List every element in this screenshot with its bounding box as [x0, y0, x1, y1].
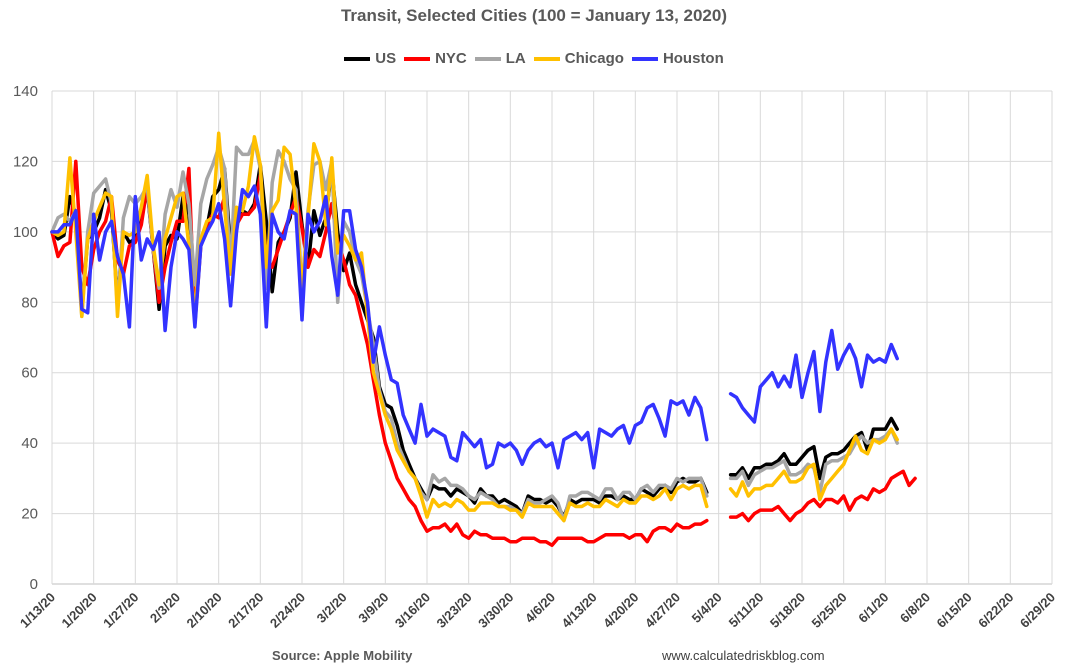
legend-label: NYC [435, 50, 467, 67]
series-line-houston [728, 328, 899, 424]
legend-label: Chicago [564, 50, 624, 67]
legend-item-chicago: Chicago [533, 50, 624, 67]
legend-item-houston: Houston [631, 50, 724, 67]
series-line-chicago [728, 427, 899, 502]
x-tick-label: 6/22/20 [975, 590, 1016, 631]
series-line-houston [50, 184, 709, 470]
x-tick-label: 5/4/20 [689, 590, 725, 626]
x-tick-label: 5/18/20 [767, 590, 808, 631]
x-tick-label: 2/3/20 [147, 590, 183, 626]
legend-label: LA [505, 50, 526, 67]
x-tick-label: 6/15/20 [934, 590, 975, 631]
chart-title: Transit, Selected Cities (100 = January … [340, 6, 727, 25]
x-tick-label: 4/13/20 [559, 590, 600, 631]
y-tick-label: 120 [13, 153, 38, 170]
y-tick-label: 80 [21, 294, 38, 311]
legend-label: US [375, 50, 397, 67]
x-tick-label: 1/27/20 [100, 590, 141, 631]
x-tick-label: 3/16/20 [392, 590, 433, 631]
legend-swatch [474, 56, 501, 61]
y-tick-label: 0 [30, 576, 38, 593]
source-note: Source: Apple Mobility [272, 648, 413, 663]
y-tick-label: 60 [21, 365, 38, 382]
y-tick-label: 20 [21, 506, 38, 523]
x-tick-label: 3/30/20 [475, 590, 516, 631]
legend-label: Houston [662, 50, 724, 67]
x-tick-label: 1/20/20 [59, 590, 100, 631]
legend-item-nyc: NYC [404, 50, 467, 67]
x-tick-label: 4/20/20 [600, 590, 641, 631]
x-tick-label: 5/25/20 [809, 590, 850, 631]
legend-item-us: US [344, 50, 396, 67]
x-tick-label: 2/17/20 [225, 590, 266, 631]
legend: US NYC LA Chicago Houston [0, 50, 1068, 67]
y-tick-label: 100 [13, 224, 38, 241]
legend-swatch [631, 56, 658, 61]
x-tick-label: 5/11/20 [726, 590, 767, 631]
legend-swatch [344, 56, 371, 61]
legend-swatch [404, 56, 431, 61]
x-tick-label: 4/6/20 [522, 590, 558, 626]
x-tick-label: 4/27/20 [642, 590, 683, 631]
x-tick-label: 3/23/20 [434, 590, 475, 631]
y-tick-label: 140 [13, 83, 38, 100]
series-line-nyc [728, 469, 917, 523]
x-tick-label: 6/29/20 [1017, 590, 1058, 631]
source-url: www.calculatedriskblog.com [662, 648, 825, 663]
x-tick-label: 2/10/20 [184, 590, 225, 631]
legend-swatch [533, 56, 560, 61]
y-tick-label: 40 [21, 435, 38, 452]
x-tick-label: 3/9/20 [355, 590, 391, 626]
x-tick-label: 6/1/20 [855, 590, 891, 626]
x-tick-label: 2/24/20 [267, 590, 308, 631]
x-tick-label: 1/13/20 [17, 590, 58, 631]
legend-item-la: LA [474, 50, 526, 67]
x-tick-label: 6/8/20 [897, 590, 933, 626]
x-tick-label: 3/2/20 [314, 590, 350, 626]
